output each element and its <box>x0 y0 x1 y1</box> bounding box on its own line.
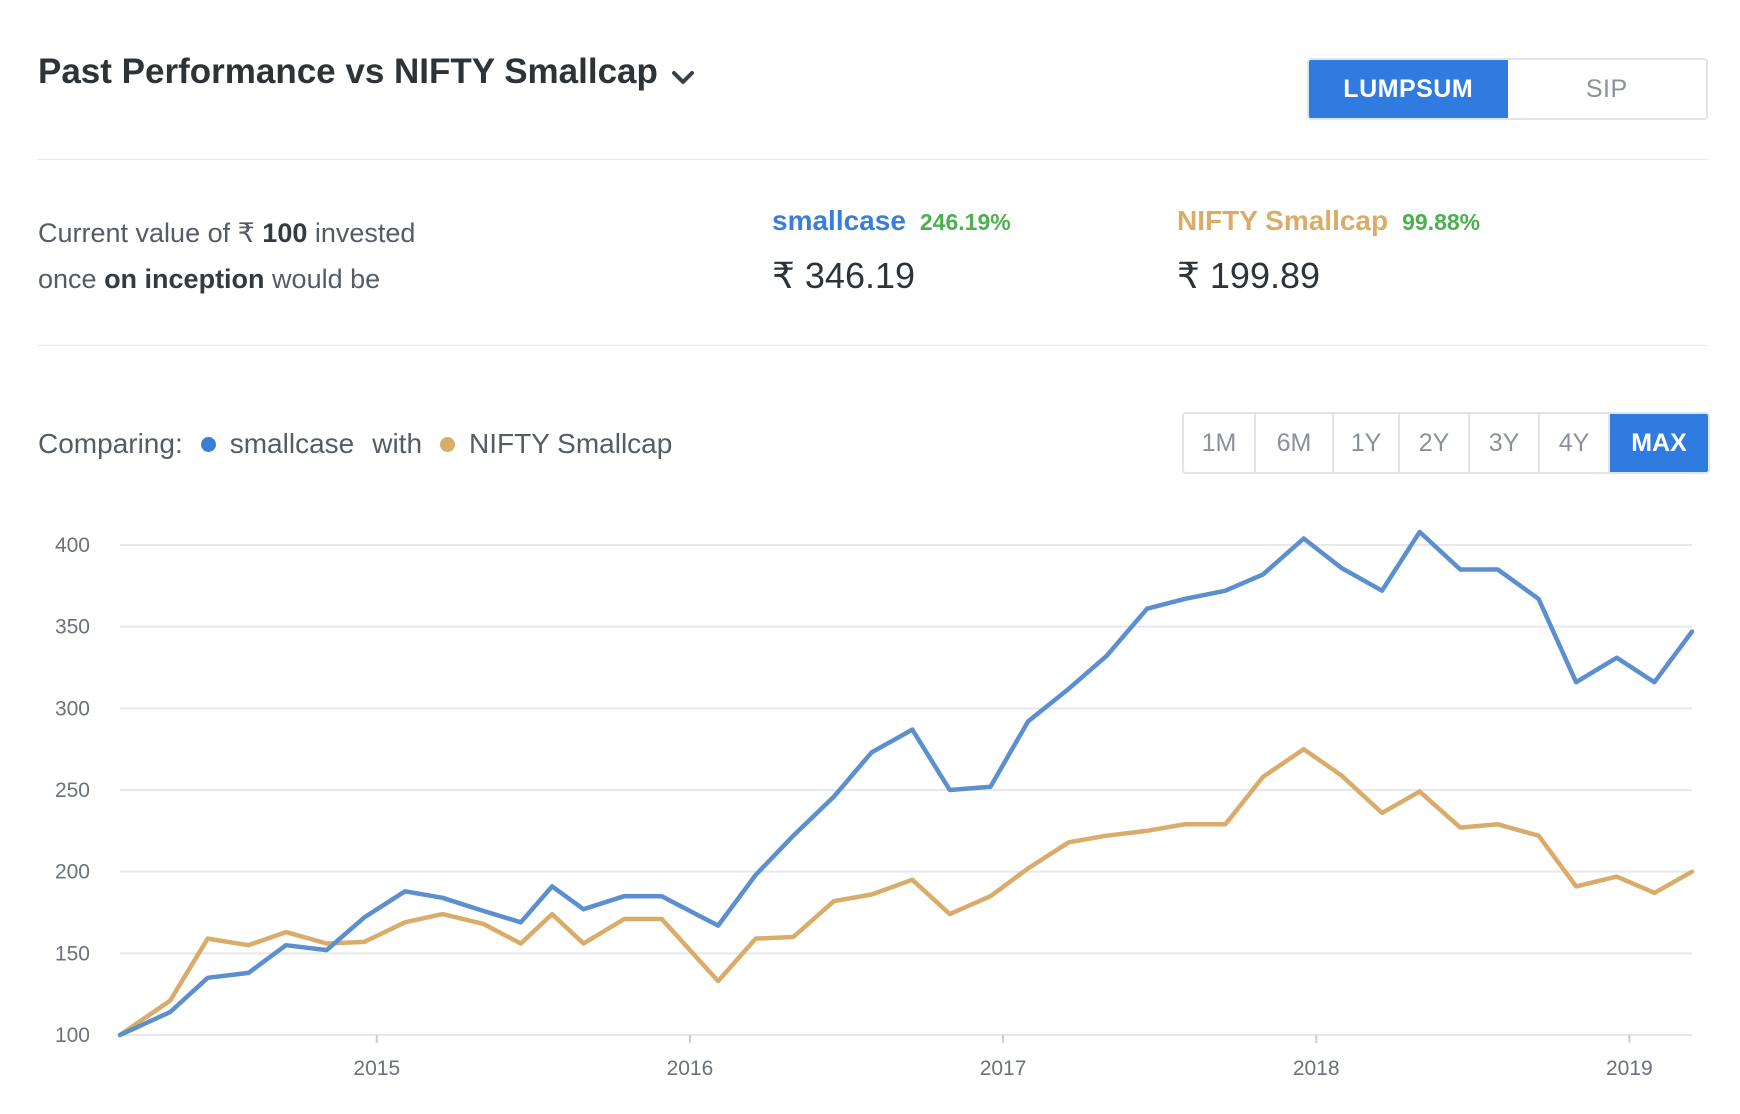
x-tick-label: 2016 <box>667 1057 714 1080</box>
divider <box>38 345 1708 346</box>
summary-line-2: once on inception would be <box>38 256 415 302</box>
sip-button[interactable]: SIP <box>1585 74 1628 103</box>
divider <box>38 159 1708 160</box>
range-1y-button[interactable]: 1Y <box>1334 414 1400 472</box>
summary-amount: 100 <box>262 218 308 248</box>
range-max-button[interactable]: MAX <box>1610 414 1708 472</box>
range-6m-button[interactable]: 6M <box>1256 414 1334 472</box>
range-3y-button[interactable]: 3Y <box>1470 414 1540 472</box>
y-tick-label: 150 <box>55 942 90 965</box>
nifty-smallcap-line <box>117 746 1695 1038</box>
summary-description: Current value of ₹ 100 invested once on … <box>38 210 415 302</box>
comparison-legend: Comparing: smallcase with NIFTY Smallcap <box>38 428 672 460</box>
y-tick-label: 350 <box>55 616 90 639</box>
lumpsum-button[interactable]: LUMPSUM <box>1309 60 1508 118</box>
range-selector: 1M 6M 1Y 2Y 3Y 4Y MAX <box>1182 412 1710 474</box>
performance-chart: 100 150 200 250 300 350 400 2015 2016 2017 2018 201… <box>55 529 1695 1080</box>
smallcase-line <box>117 529 1695 1038</box>
summary-line2-suffix: would be <box>264 264 381 294</box>
chevron-down-icon[interactable] <box>670 59 696 85</box>
summary-line2-prefix: once <box>38 264 105 294</box>
y-tick-label: 200 <box>55 861 90 884</box>
y-tick-label: 300 <box>55 697 90 720</box>
index-return: 99.88% <box>1402 209 1481 235</box>
legend-index: NIFTY Smallcap <box>469 428 673 459</box>
smallcase-stat: smallcase 246.19% ₹ 346.19 <box>772 205 1011 297</box>
x-tick-label: 2018 <box>1293 1057 1340 1080</box>
smallcase-value: ₹ 346.19 <box>772 255 916 296</box>
mode-toggle: LUMPSUM SIP <box>1307 58 1708 120</box>
range-4y-button[interactable]: 4Y <box>1540 414 1610 472</box>
y-tick-label: 250 <box>55 779 90 802</box>
smallcase-dot-icon <box>200 436 216 452</box>
index-stat: NIFTY Smallcap 99.88% ₹ 199.89 <box>1177 205 1480 297</box>
legend-smallcase: smallcase <box>229 428 355 459</box>
summary-line1-prefix: Current value of ₹ <box>38 218 255 248</box>
range-1m-button[interactable]: 1M <box>1184 414 1256 472</box>
index-value: ₹ 199.89 <box>1177 255 1321 296</box>
x-tick-label: 2017 <box>980 1057 1027 1080</box>
smallcase-return: 246.19% <box>919 209 1011 235</box>
x-tick-label: 2015 <box>353 1057 400 1080</box>
summary-inception: on inception <box>104 264 265 294</box>
smallcase-name: smallcase <box>772 205 906 236</box>
range-2y-button[interactable]: 2Y <box>1400 414 1470 472</box>
summary-line-1: Current value of ₹ 100 invested <box>38 210 415 256</box>
legend-with: with <box>372 428 423 459</box>
x-tick-label: 2019 <box>1606 1057 1653 1080</box>
y-tick-label: 400 <box>55 534 90 557</box>
index-name: NIFTY Smallcap <box>1177 205 1389 236</box>
y-tick-label: 100 <box>55 1024 90 1047</box>
title-text: Past Performance vs NIFTY Smallcap <box>38 52 658 91</box>
summary-line1-suffix: invested <box>307 218 416 248</box>
comparing-label: Comparing: <box>38 428 183 459</box>
index-dot-icon <box>440 436 456 452</box>
page-title[interactable]: Past Performance vs NIFTY Smallcap <box>38 52 696 92</box>
